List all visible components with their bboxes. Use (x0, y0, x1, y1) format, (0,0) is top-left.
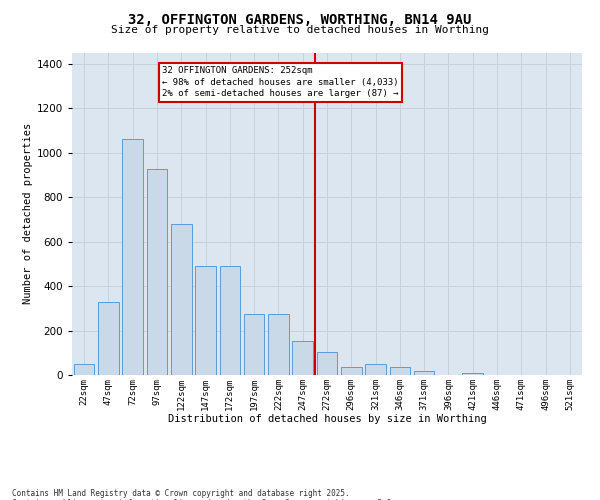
Bar (292, 340, 313, 375)
Text: Contains HM Land Registry data © Crown copyright and database right 2025.: Contains HM Land Registry data © Crown c… (12, 488, 350, 498)
Bar (244, 314, 265, 375)
Bar (463, 373, 483, 375)
Bar (98, 302, 119, 375)
Text: Size of property relative to detached houses in Worthing: Size of property relative to detached ho… (111, 25, 489, 35)
Bar (171, 224, 191, 375)
Text: Contains public sector information licensed under the Open Government Licence v3: Contains public sector information licen… (12, 498, 396, 500)
Bar (341, 367, 362, 375)
Bar (195, 266, 216, 375)
Bar (414, 370, 434, 375)
Bar (220, 266, 240, 375)
Bar (317, 352, 337, 375)
Bar (268, 314, 289, 375)
Bar (74, 364, 94, 375)
Text: 32 OFFINGTON GARDENS: 252sqm
← 98% of detached houses are smaller (4,033)
2% of : 32 OFFINGTON GARDENS: 252sqm ← 98% of de… (162, 66, 398, 98)
Text: 32, OFFINGTON GARDENS, WORTHING, BN14 9AU: 32, OFFINGTON GARDENS, WORTHING, BN14 9A… (128, 12, 472, 26)
Bar (389, 367, 410, 375)
X-axis label: Distribution of detached houses by size in Worthing: Distribution of detached houses by size … (167, 414, 487, 424)
Bar (122, 139, 143, 375)
Bar (146, 170, 167, 375)
Y-axis label: Number of detached properties: Number of detached properties (23, 123, 32, 304)
Bar (365, 364, 386, 375)
